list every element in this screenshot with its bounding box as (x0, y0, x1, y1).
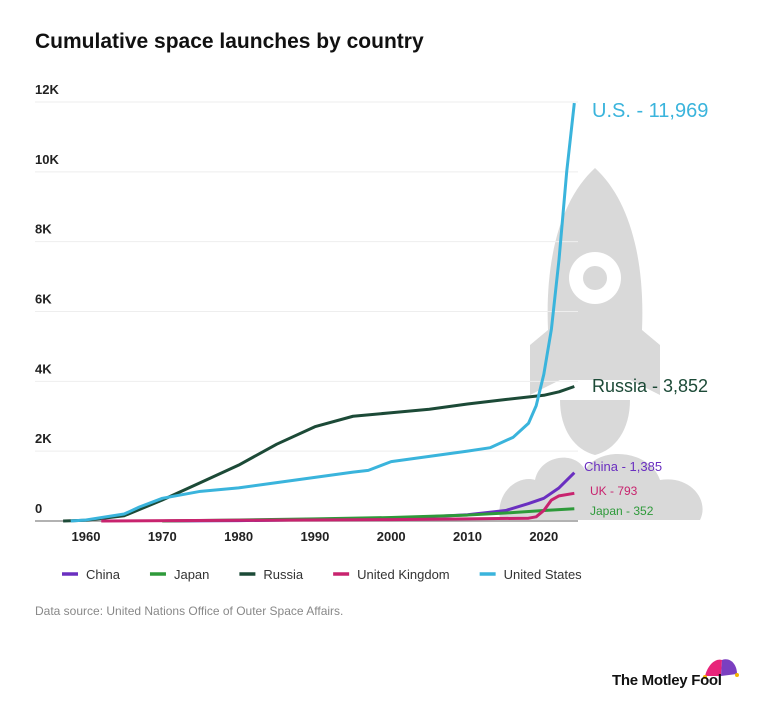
end-label-united-states: U.S. - 11,969 (592, 100, 708, 122)
x-tick-label: 1990 (300, 529, 329, 544)
series-line-united-kingdom (101, 491, 575, 523)
x-tick-label: 2000 (377, 529, 406, 544)
series-line-united-states (70, 102, 576, 523)
legend-item: Russia (263, 567, 304, 582)
end-label-united-kingdom: UK - 793 (590, 484, 638, 498)
y-tick-label: 4K (35, 361, 52, 376)
legend-item: Japan (174, 567, 209, 582)
y-tick-label: 8K (35, 222, 52, 237)
x-tick-label: 1980 (224, 529, 253, 544)
data-source-note: Data source: United Nations Office of Ou… (35, 604, 344, 618)
legend-item: United Kingdom (357, 567, 450, 582)
y-tick-label: 2K (35, 431, 52, 446)
motley-fool-logo: The Motley Fool (612, 672, 722, 689)
y-tick-label: 0 (35, 501, 42, 516)
legend-item: China (86, 567, 121, 582)
y-tick-label: 6K (35, 292, 52, 307)
end-label-japan: Japan - 352 (590, 504, 654, 518)
x-tick-label: 1960 (72, 529, 101, 544)
end-label-russia: Russia - 3,852 (592, 376, 708, 396)
x-tick-label: 1970 (148, 529, 177, 544)
y-tick-label: 12K (35, 82, 59, 97)
x-tick-label: 2010 (453, 529, 482, 544)
x-tick-label: 2020 (529, 529, 558, 544)
y-tick-label: 10K (35, 152, 59, 167)
series-line-russia (63, 385, 575, 523)
end-label-china: China - 1,385 (584, 459, 662, 474)
legend-item: United States (504, 567, 583, 582)
chart-title: Cumulative space launches by country (35, 30, 424, 53)
